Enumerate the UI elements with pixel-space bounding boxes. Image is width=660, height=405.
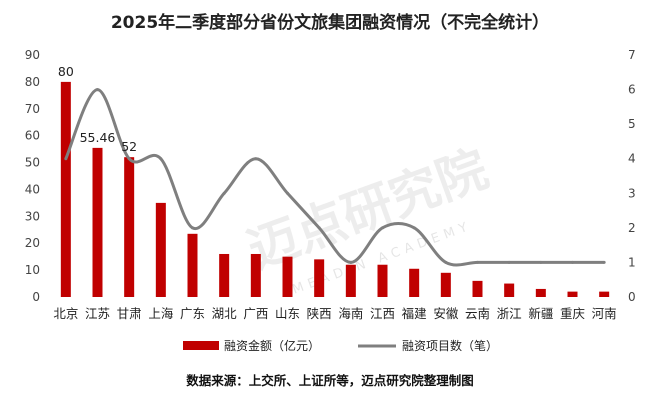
y-right-tick-label: 0	[628, 290, 636, 304]
data-label: 52	[121, 139, 137, 154]
x-tick-label: 陕西	[307, 306, 332, 321]
bar	[124, 157, 135, 297]
x-tick-label: 海南	[338, 306, 363, 321]
x-tick-label: 江苏	[85, 306, 110, 321]
y-left-tick-label: 10	[25, 263, 40, 277]
y-right-tick-label: 2	[628, 221, 636, 235]
line-series	[64, 88, 606, 267]
legend-bar-label: 融资金额（亿元）	[224, 338, 320, 353]
data-label: 80	[58, 64, 74, 79]
bar	[599, 291, 610, 297]
legend: 融资金额（亿元） 融资项目数（笔）	[183, 338, 498, 353]
legend-line-label: 融资项目数（笔）	[402, 338, 498, 353]
y-left-tick-label: 70	[25, 102, 40, 116]
line-point	[444, 260, 448, 264]
line-point	[602, 260, 606, 264]
x-tick-label: 上海	[148, 306, 174, 321]
source-note: 数据来源：上交所、上证所等，迈点研究院整理制图	[185, 373, 474, 388]
y-right-tick-label: 4	[628, 152, 636, 166]
y-axis-left: 0 10 20 30 40 50 60 70 80 90	[25, 48, 40, 304]
x-tick-label: 福建	[402, 306, 428, 321]
line-point	[381, 226, 384, 230]
data-label: 55.46	[80, 130, 116, 145]
y-left-tick-label: 60	[25, 129, 40, 143]
bar	[60, 81, 71, 297]
line-point	[412, 226, 416, 230]
chart-title: 2025年二季度部分省份文旅集团融资情况（不完全统计）	[111, 12, 549, 33]
line-point	[317, 226, 321, 230]
legend-bar-swatch	[183, 341, 219, 350]
x-tick-label: 湖北	[212, 306, 238, 321]
bar	[440, 272, 451, 297]
x-tick-label: 河南	[592, 306, 617, 321]
bar	[535, 288, 546, 297]
bar	[377, 264, 388, 297]
y-left-tick-label: 90	[25, 48, 40, 62]
y-axis-right: 0 1 2 3 4 5 6 7	[628, 48, 636, 304]
bar	[282, 256, 293, 297]
bar	[250, 253, 261, 297]
line-point	[96, 88, 99, 92]
y-left-tick-label: 20	[25, 236, 40, 250]
line-point	[159, 157, 163, 161]
y-left-tick-label: 0	[32, 290, 40, 304]
bar	[345, 264, 356, 297]
line-point	[222, 191, 226, 195]
x-tick-label: 新疆	[528, 306, 553, 321]
line-point	[191, 226, 194, 230]
bar	[504, 283, 515, 297]
y-right-tick-label: 3	[628, 186, 636, 200]
line-point	[254, 157, 258, 161]
bar	[314, 259, 325, 297]
y-left-tick-label: 50	[25, 156, 40, 170]
line-point	[507, 260, 511, 264]
x-tick-label: 重庆	[560, 306, 586, 321]
line-point	[349, 260, 353, 264]
y-left-tick-label: 30	[25, 209, 40, 223]
line-point	[539, 260, 543, 264]
bar	[409, 268, 420, 297]
y-right-tick-label: 1	[628, 255, 636, 269]
bar	[472, 280, 483, 297]
y-left-tick-label: 80	[25, 75, 40, 89]
line-point	[476, 260, 479, 264]
bar	[219, 253, 230, 297]
bar	[92, 147, 103, 297]
bar	[567, 291, 578, 297]
x-axis: 北京 江苏 甘肃 上海 广东 湖北 广西 山东 陕西 海南 江西 福建 安徽 云南 浙江 新疆 重庆 河南	[53, 306, 616, 321]
watermark: 迈点研究院 MEADIN ACADEMY	[240, 140, 495, 298]
data-labels: 80 55.46 52	[58, 64, 137, 154]
x-tick-label: 浙江	[497, 306, 522, 321]
x-tick-label: 安徽	[433, 306, 459, 321]
y-left-tick-label: 40	[25, 182, 40, 196]
x-tick-label: 甘肃	[117, 306, 142, 321]
y-right-tick-label: 7	[628, 48, 636, 62]
line-point	[286, 191, 289, 195]
x-tick-label: 山东	[275, 306, 300, 321]
line-point	[127, 157, 131, 161]
y-right-tick-label: 5	[628, 117, 636, 131]
line-point	[64, 157, 68, 161]
x-tick-label: 北京	[53, 306, 78, 321]
x-tick-label: 云南	[465, 306, 490, 321]
bar	[155, 202, 166, 297]
x-tick-label: 广东	[180, 306, 205, 321]
bar	[187, 233, 198, 297]
x-tick-label: 江西	[370, 306, 395, 321]
bar-series	[60, 81, 610, 297]
y-right-tick-label: 6	[628, 83, 636, 97]
line-point	[571, 260, 574, 264]
x-tick-label: 广西	[243, 306, 268, 321]
